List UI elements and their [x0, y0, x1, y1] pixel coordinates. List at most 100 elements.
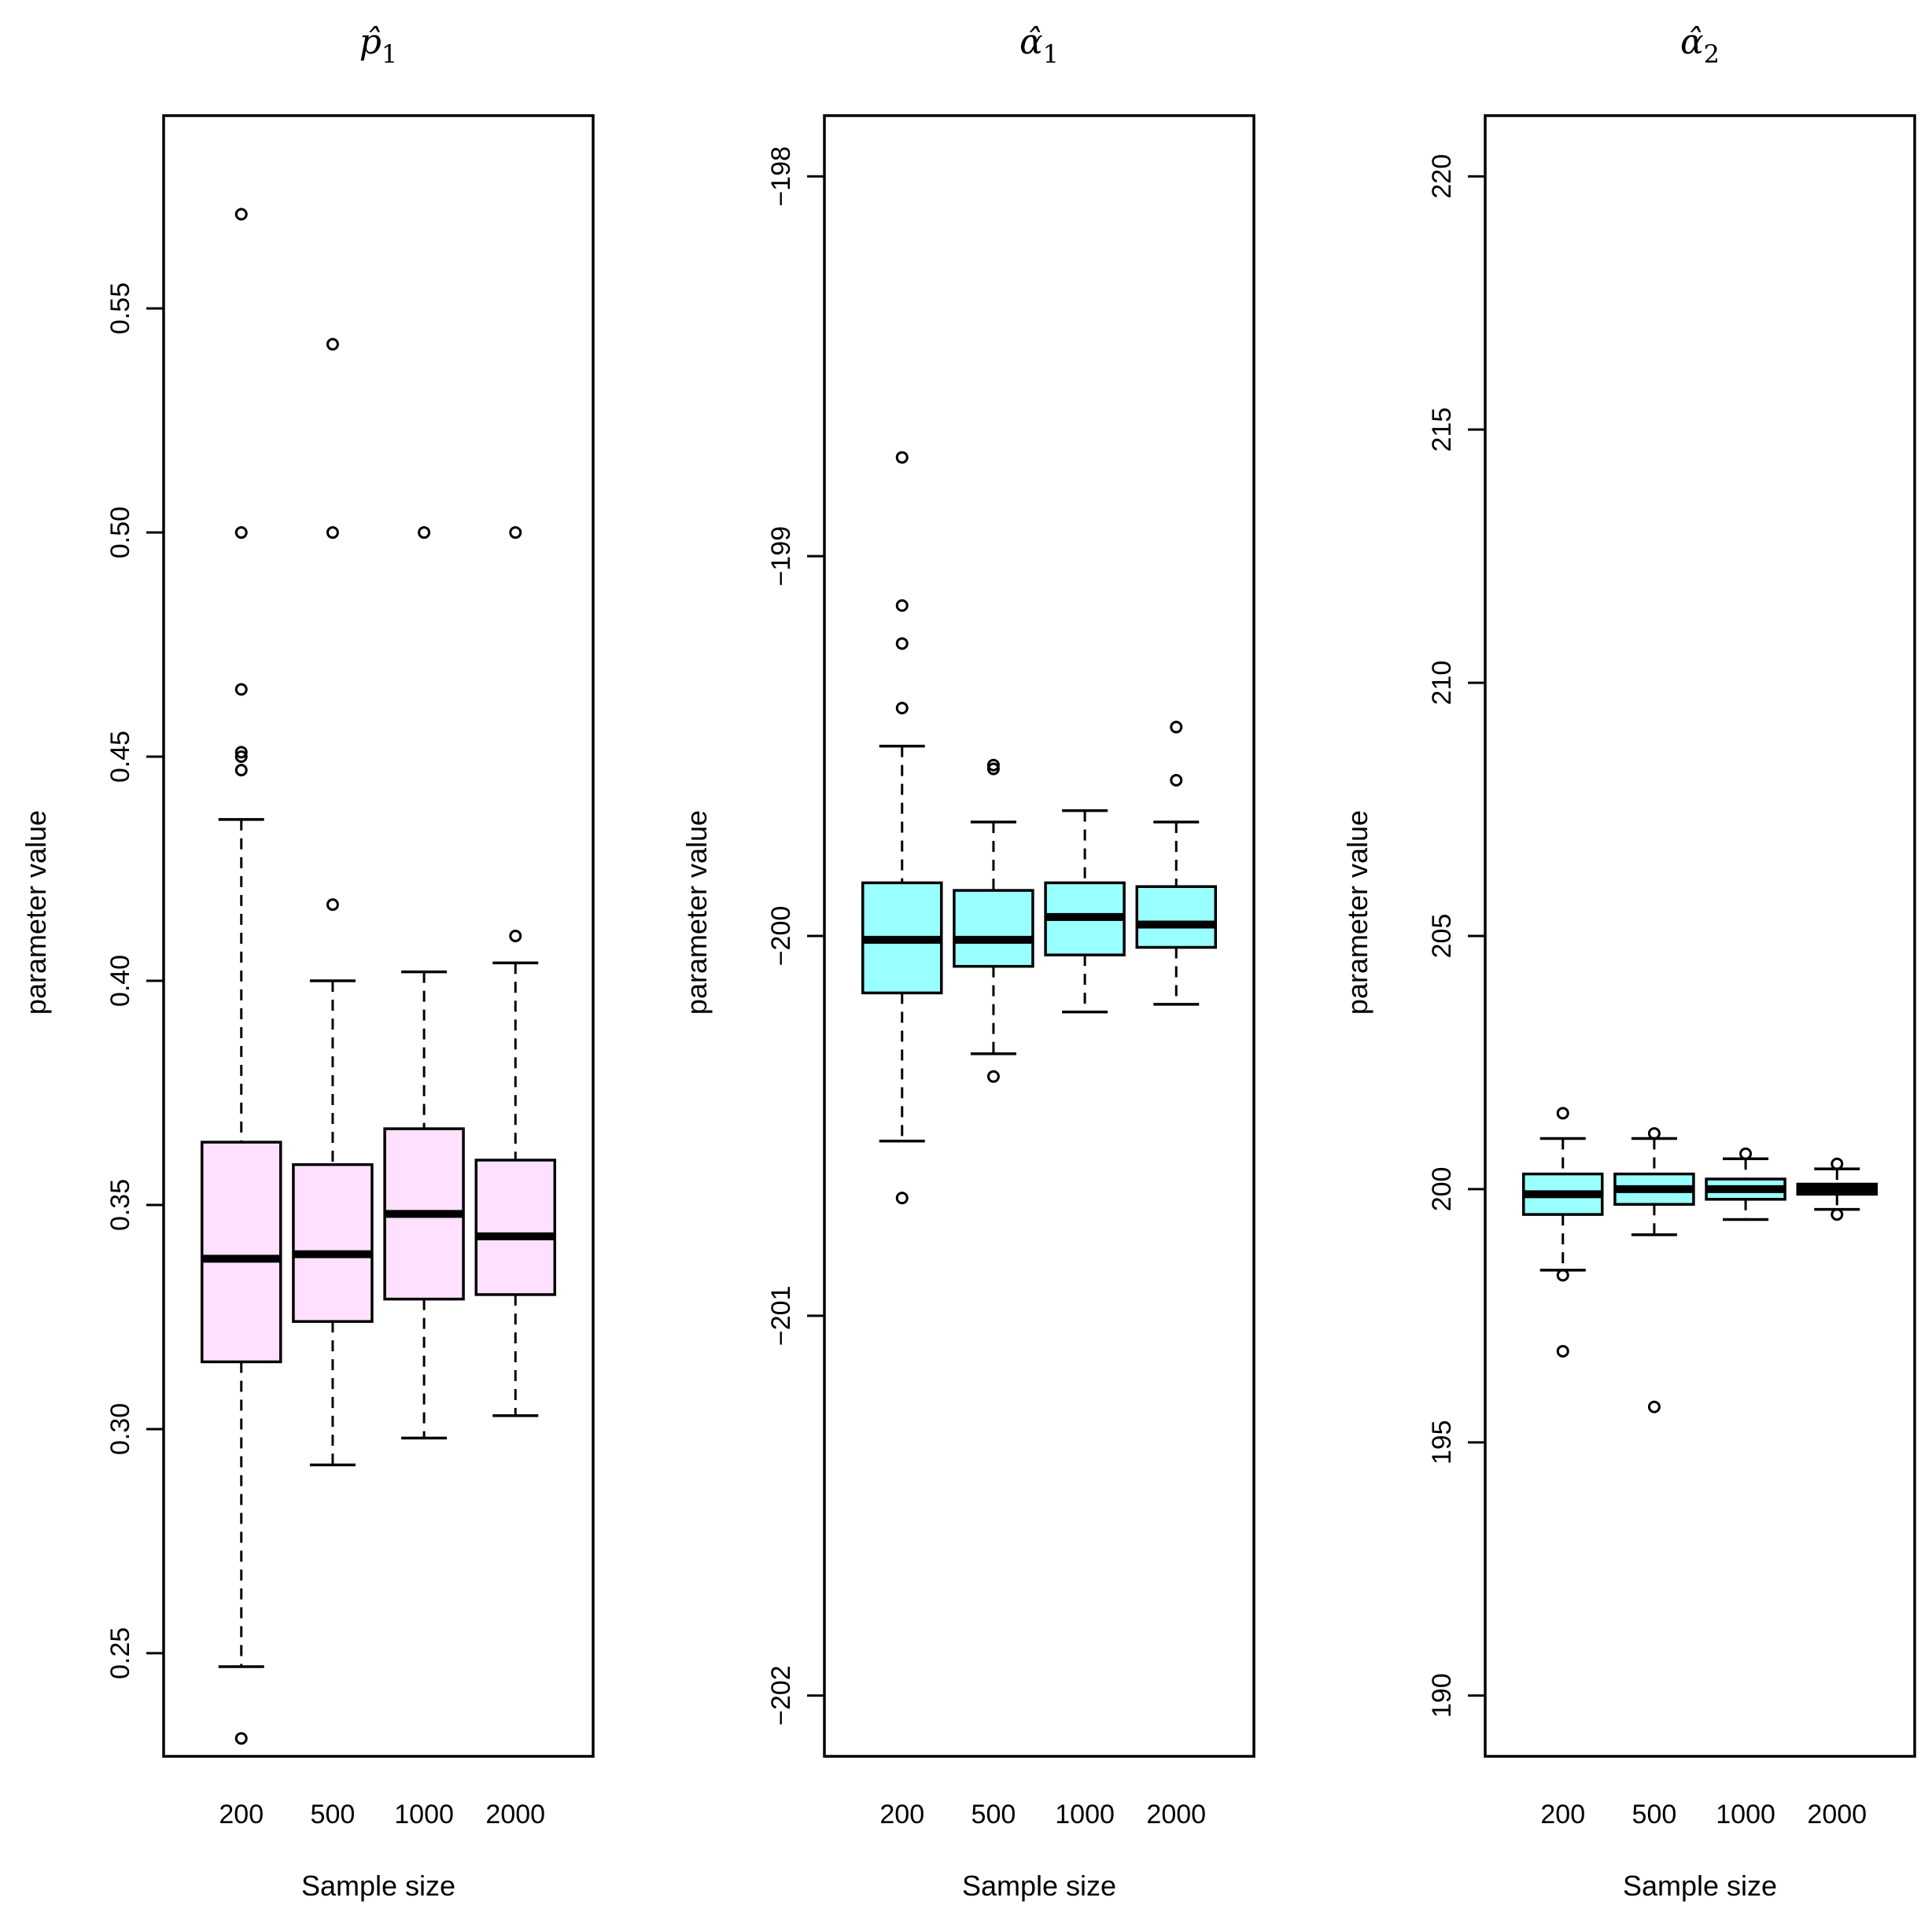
- outlier-point: [1647, 1400, 1661, 1413]
- y-tick-label: 0.25: [105, 1627, 135, 1679]
- y-tick-label: 0.50: [105, 507, 135, 558]
- outlier-point: [1647, 1127, 1661, 1140]
- box-2000: 2000: [1796, 1157, 1879, 1829]
- box-1000: 1000: [1705, 1147, 1786, 1829]
- box-200: 200: [861, 451, 943, 1829]
- box-1000: 1000: [383, 526, 465, 1829]
- y-axis-label: parameter value: [680, 810, 713, 1015]
- box-500: 500: [292, 337, 374, 1829]
- title-subscript: 1: [382, 39, 397, 69]
- outlier-point: [326, 526, 339, 540]
- x-tick-label: 200: [1540, 1800, 1585, 1829]
- panel-3: α̂2 190 195 200 205 210 215 220 parameter value S…: [1341, 22, 1916, 1902]
- x-tick-label: 500: [311, 1800, 356, 1829]
- title-subscript: 1: [1043, 39, 1059, 69]
- box-iqr: [292, 1162, 374, 1323]
- outlier-point: [1831, 1157, 1844, 1170]
- outlier-point: [234, 746, 248, 759]
- x-tick-label: 2000: [485, 1800, 545, 1829]
- outlier-point: [1739, 1147, 1753, 1160]
- y-tick-label: 195: [1427, 1420, 1457, 1465]
- plot-frame: [162, 114, 595, 1758]
- panel-title: α̂1: [1019, 22, 1059, 69]
- x-tick-label: 1000: [394, 1800, 454, 1829]
- y-tick-label: −199: [766, 526, 796, 587]
- x-axis-label: Sample size: [1623, 1870, 1777, 1902]
- outlier-point: [326, 898, 339, 912]
- panel-title: α̂2: [1680, 22, 1720, 69]
- title-subscript: 2: [1704, 39, 1720, 69]
- outlier-point: [509, 526, 522, 540]
- y-tick-label: 0.40: [105, 955, 135, 1007]
- box-1000: 1000: [1044, 809, 1126, 1829]
- outlier-point: [1556, 1269, 1569, 1282]
- box-iqr: [1135, 885, 1218, 949]
- panel-1: p̂1 0.25 0.30 0.35 0.40 0.45 0.50 0.55 parameter…: [20, 22, 595, 1902]
- y-tick-label: 0.35: [105, 1179, 135, 1231]
- outlier-point: [986, 762, 1000, 776]
- outlier-point: [509, 930, 522, 942]
- box-500: 500: [1613, 1127, 1695, 1829]
- outlier-point: [895, 599, 909, 612]
- box-2000: 2000: [1135, 720, 1218, 1829]
- y-tick-label: 205: [1427, 914, 1457, 959]
- title-main: α̂: [1019, 22, 1043, 62]
- outlier-point: [234, 764, 248, 777]
- y-axis-label: parameter value: [20, 810, 52, 1015]
- y-tick-label: 190: [1427, 1673, 1457, 1718]
- y-tick-label: −200: [766, 906, 796, 967]
- panel-title: p̂1: [359, 22, 398, 69]
- box-iqr: [200, 1140, 282, 1364]
- title-main: α̂: [1680, 22, 1704, 62]
- x-tick-label: 1000: [1716, 1800, 1775, 1829]
- y-tick-label: 210: [1427, 661, 1457, 706]
- y-tick-label: −198: [766, 146, 796, 207]
- x-tick-label: 500: [1632, 1800, 1677, 1829]
- outlier-point: [234, 750, 248, 764]
- y-tick-label: 200: [1427, 1167, 1457, 1212]
- title-main: p̂: [359, 22, 382, 62]
- y-tick-label: 0.30: [105, 1403, 135, 1455]
- y-tick-label: 215: [1427, 407, 1457, 452]
- box-2000: 2000: [474, 526, 557, 1829]
- x-tick-label: 200: [219, 1800, 264, 1829]
- y-axis-label: parameter value: [1341, 810, 1373, 1015]
- outlier-point: [1170, 720, 1183, 734]
- box-200: 200: [1521, 1107, 1604, 1829]
- panel-2: α̂1 −198 −199 −200 −201 −202 parameter value Sa…: [680, 22, 1255, 1902]
- outlier-point: [986, 1070, 1000, 1083]
- x-tick-label: 500: [972, 1800, 1016, 1829]
- outlier-point: [895, 702, 909, 715]
- outlier-point: [1556, 1107, 1569, 1120]
- x-tick-label: 2000: [1146, 1800, 1206, 1829]
- outlier-point: [1556, 1344, 1569, 1358]
- outlier-point: [986, 758, 1000, 772]
- box-500: 500: [953, 758, 1034, 1829]
- outlier-point: [418, 526, 431, 540]
- y-tick-label: 0.55: [105, 282, 135, 334]
- outlier-point: [234, 526, 248, 540]
- outlier-point: [234, 208, 248, 221]
- outlier-point: [234, 1732, 248, 1745]
- box-200: 200: [200, 208, 282, 1829]
- x-tick-label: 2000: [1807, 1800, 1867, 1829]
- outlier-point: [1831, 1208, 1844, 1221]
- plot-frame: [1484, 114, 1916, 1758]
- x-tick-label: 1000: [1055, 1800, 1115, 1829]
- box-iqr: [474, 1159, 557, 1296]
- outlier-point: [895, 1192, 909, 1205]
- outlier-point: [895, 637, 909, 650]
- x-tick-label: 200: [879, 1800, 924, 1829]
- outlier-point: [895, 451, 909, 464]
- x-axis-label: Sample size: [301, 1870, 455, 1902]
- x-axis-label: Sample size: [962, 1870, 1116, 1902]
- outlier-point: [234, 683, 248, 696]
- y-tick-label: −201: [766, 1286, 796, 1347]
- outlier-point: [1170, 774, 1183, 787]
- outlier-point: [326, 337, 339, 351]
- y-tick-label: −202: [766, 1665, 796, 1726]
- y-tick-label: 0.45: [105, 731, 135, 783]
- box-iqr: [953, 889, 1034, 968]
- y-tick-label: 220: [1427, 154, 1457, 199]
